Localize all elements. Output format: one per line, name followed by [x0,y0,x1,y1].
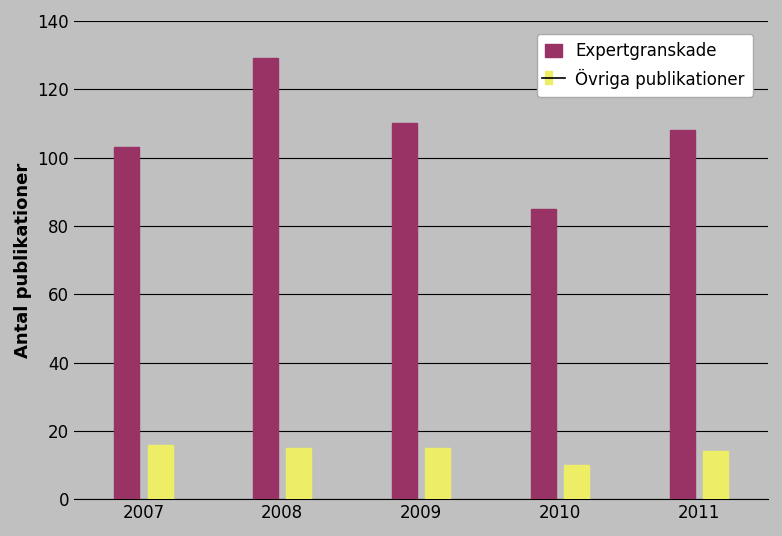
Bar [669,130,694,499]
Bar [253,58,278,499]
Bar [392,123,417,499]
Legend: Expertgranskade, Övriga publikationer: Expertgranskade, Övriga publikationer [536,34,753,97]
Bar [703,451,728,499]
Bar [425,448,450,499]
Bar [286,448,311,499]
Bar [114,147,139,499]
Bar [564,465,589,499]
Bar [148,444,173,499]
Y-axis label: Antal publikationer: Antal publikationer [14,162,32,358]
Bar [531,209,556,499]
